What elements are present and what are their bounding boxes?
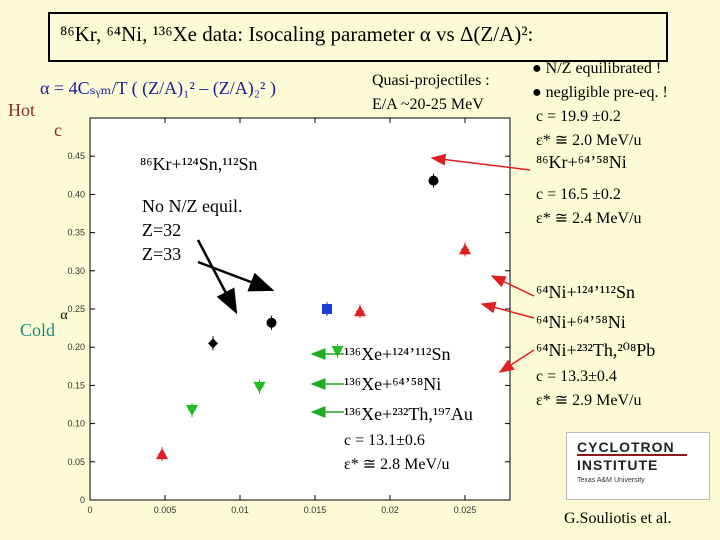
y-tick-label: 0.45	[67, 151, 85, 161]
scatter-plot: 0 0.05 0.10 0.15 0.20 0.25 0.30 0.35 0.40 0.45 0 0.…	[60, 117, 511, 515]
x-tick-label: 0.015	[304, 505, 327, 515]
right-line-5: ⁸⁶Kr+⁶⁴ʼ⁵⁸Ni	[536, 152, 627, 172]
right-line-12: ε* ≅ 2.9 MeV/u	[536, 392, 642, 409]
data-point	[459, 243, 471, 255]
title-box: ⁸⁶Kr, ⁶⁴Ni, ¹³⁶Xe data: Isocaling parame…	[48, 12, 668, 62]
label-noeq-1: No N/Z equil.	[142, 196, 243, 216]
label-noeq-3: Z=33	[142, 244, 182, 264]
right-line-2: ● negligible pre-eq. !	[532, 84, 668, 101]
y-axis-label: α	[60, 308, 68, 323]
logo-line-1: CYCLOTRON	[577, 439, 675, 455]
c-label: c	[54, 120, 62, 140]
label-xe-e: ε* ≅ 2.8 MeV/u	[344, 456, 450, 473]
right-line-3: c = 19.9 ±0.2	[536, 108, 621, 125]
right-line-7: ε* ≅ 2.4 MeV/u	[536, 210, 642, 227]
formula: α = 4Cₛᵧₘ/T ( (Z/A)₁² – (Z/A)₂² )	[40, 78, 276, 98]
quasi-label-1: Quasi-projectiles :	[372, 72, 490, 89]
y-tick-label: 0.35	[67, 228, 85, 238]
data-point	[322, 304, 332, 314]
right-line-10: ⁶⁴Ni+²³²Th,²⁰⁸Pb	[536, 340, 656, 360]
label-xe-3: ¹³⁶Xe+²³²Th,¹⁹⁷Au	[344, 404, 473, 424]
cyclotron-logo: CYCLOTRON INSTITUTE Texas A&M University	[566, 432, 710, 500]
y-tick-label: 0.20	[67, 342, 85, 352]
label-xe-c: c = 13.1±0.6	[344, 432, 425, 449]
data-point	[208, 338, 218, 349]
logo-line-3: Texas A&M University	[577, 477, 645, 484]
right-line-6: c = 16.5 ±0.2	[536, 186, 621, 203]
right-line-11: c = 13.3±0.4	[536, 368, 617, 385]
data-point	[156, 448, 168, 460]
data-point	[331, 346, 344, 358]
x-tick-label: 0	[87, 505, 92, 515]
right-line-9: ⁶⁴Ni+⁶⁴ʼ⁵⁸Ni	[536, 312, 626, 332]
data-point	[253, 381, 266, 393]
right-line-8: ⁶⁴Ni+¹²⁴ʼ¹¹²Sn	[536, 282, 635, 302]
right-line-1: ● N/Z equilibrated !	[532, 60, 662, 77]
y-tick-label: 0.25	[67, 304, 85, 314]
label-noeq-2: Z=32	[142, 220, 182, 240]
slide-title: ⁸⁶Kr, ⁶⁴Ni, ¹³⁶Xe data: Isocaling parame…	[60, 22, 534, 46]
x-tick-label: 0.005	[154, 505, 177, 515]
quasi-label-2: E/A ~20-25 MeV	[372, 96, 484, 113]
logo-bar	[577, 454, 687, 456]
logo-line-2: INSTITUTE	[577, 457, 659, 473]
hot-label: Hot	[8, 100, 35, 120]
author: G.Souliotis et al.	[564, 510, 672, 527]
x-tick-label: 0.025	[454, 505, 477, 515]
y-tick-label: 0.05	[67, 457, 85, 467]
data-point	[428, 175, 439, 186]
y-tick-label: 0.15	[67, 380, 85, 390]
label-xe-1: ¹³⁶Xe+¹²⁴ʼ¹¹²Sn	[344, 344, 451, 364]
label-kr-sn: ⁸⁶Kr+¹²⁴Sn,¹¹²Sn	[140, 154, 258, 174]
y-tick-label: 0	[80, 495, 85, 505]
right-line-4: ε* ≅ 2.0 MeV/u	[536, 132, 642, 149]
data-point	[266, 317, 277, 328]
y-tick-label: 0.10	[67, 419, 85, 429]
cold-label: Cold	[20, 320, 56, 340]
label-xe-2: ¹³⁶Xe+⁶⁴ʼ⁵⁸Ni	[344, 374, 442, 394]
plot-frame	[89, 117, 511, 501]
x-tick-label: 0.02	[381, 505, 399, 515]
data-point	[354, 305, 366, 317]
data-point	[186, 404, 198, 416]
y-tick-label: 0.40	[67, 189, 85, 199]
x-tick-label: 0.01	[231, 505, 249, 515]
y-tick-label: 0.30	[67, 266, 85, 276]
